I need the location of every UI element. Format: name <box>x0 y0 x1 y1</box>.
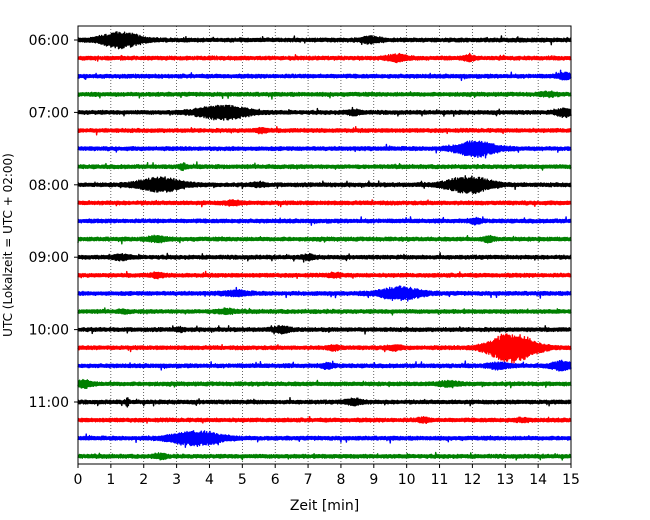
x-tick-label: 10 <box>398 472 416 488</box>
seismic-trace <box>77 252 572 263</box>
x-axis: 0 1 2 3 4 5 6 7 8 9 10 11 12 13 14 15 <box>74 464 580 488</box>
traces-layer <box>77 31 572 461</box>
x-tick-label: 2 <box>139 472 148 488</box>
grid-layer <box>110 26 539 464</box>
x-tick-label: 4 <box>205 472 214 488</box>
seismic-trace <box>77 378 572 389</box>
seismic-trace <box>77 324 572 335</box>
seismic-trace <box>77 198 572 208</box>
seismic-trace <box>77 69 572 82</box>
seismic-trace <box>77 416 572 424</box>
y-axis-title: UTC (Lokalzeit = UTC + 02:00) <box>1 153 15 337</box>
seismic-trace <box>77 430 572 448</box>
x-tick-label: 11 <box>431 472 449 488</box>
y-tick-label: 10:00 <box>29 323 69 339</box>
x-tick-label: 13 <box>496 472 514 488</box>
x-tick-label: 8 <box>336 472 345 488</box>
seismic-trace <box>77 396 572 408</box>
seismic-trace <box>77 307 572 316</box>
seismic-trace <box>77 234 572 245</box>
seismic-trace <box>77 216 572 226</box>
x-tick-label: 1 <box>106 472 115 488</box>
x-tick-label: 12 <box>463 472 481 488</box>
seismic-trace <box>77 451 572 461</box>
seismic-trace <box>77 52 572 64</box>
y-tick-label: 09:00 <box>29 250 69 266</box>
x-tick-label: 9 <box>369 472 378 488</box>
y-tick-label: 08:00 <box>29 178 69 194</box>
seismic-trace <box>77 104 572 121</box>
x-tick-label: 7 <box>304 472 313 488</box>
x-tick-label: 6 <box>271 472 280 488</box>
x-axis-title: Zeit [min] <box>290 498 359 514</box>
x-tick-label: 0 <box>74 472 83 488</box>
seismic-trace <box>77 270 572 280</box>
seismic-trace <box>77 285 572 302</box>
seismic-trace <box>77 140 572 159</box>
y-tick-label: 07:00 <box>29 105 69 121</box>
plot-frame <box>77 25 572 465</box>
seismic-trace <box>77 359 572 372</box>
y-axis: 06:00 07:00 08:00 09:00 10:00 11:00 <box>29 33 78 411</box>
seismic-trace <box>77 90 572 100</box>
y-tick-label: 06:00 <box>29 33 69 49</box>
seismic-trace <box>77 161 572 172</box>
x-tick-label: 5 <box>238 472 247 488</box>
x-tick-label: 3 <box>172 472 181 488</box>
seismic-trace <box>77 333 572 364</box>
x-tick-label: 14 <box>529 472 547 488</box>
seismic-trace <box>77 175 572 195</box>
y-tick-label: 11:00 <box>29 395 69 411</box>
seismic-trace <box>77 126 572 136</box>
seismic-trace <box>77 31 572 50</box>
x-tick-label: 15 <box>562 472 580 488</box>
